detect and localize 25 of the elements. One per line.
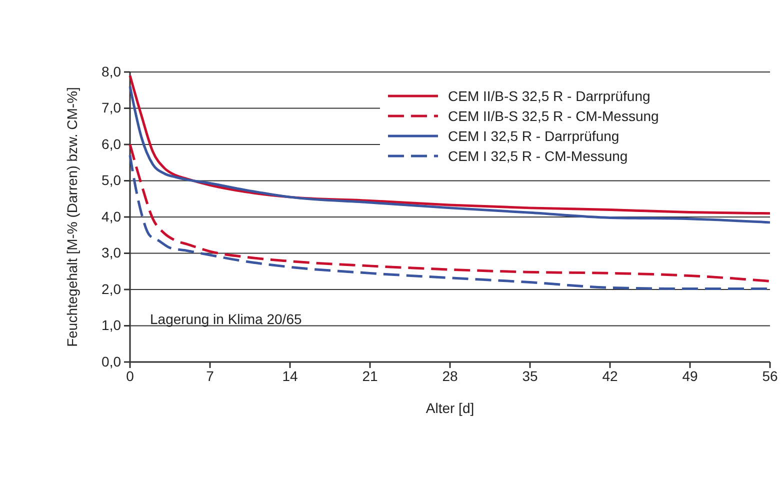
legend-label: CEM II/B-S 32,5 R - Darrprüfung [448, 88, 650, 104]
y-tick-label: 7,0 [102, 100, 122, 116]
legend-label: CEM I 32,5 R - CM-Messung [448, 148, 628, 164]
x-tick-label: 35 [522, 368, 538, 384]
x-tick-label: 21 [362, 368, 378, 384]
y-axis-title: Feuchtegehalt [M-% (Darren) bzw. CM-%] [64, 87, 80, 347]
y-tick-label: 2,0 [102, 280, 122, 297]
x-axis-title: Alter [d] [426, 400, 474, 416]
y-tick-label: 4,0 [102, 208, 122, 224]
legend-label: CEM I 32,5 R - Darrprüfung [448, 128, 620, 144]
x-tick-label: 0 [126, 368, 134, 384]
y-tick-label: 8,0 [102, 63, 122, 80]
y-tick-label: 3,0 [102, 244, 122, 261]
x-tick-label: 7 [206, 368, 214, 384]
annotation: Lagerung in Klima 20/65 [150, 311, 302, 327]
y-tick-label: 6,0 [102, 136, 122, 152]
y-tick-label: 1,0 [102, 317, 122, 334]
x-tick-label: 56 [762, 368, 778, 384]
y-tick-label: 5,0 [102, 172, 122, 188]
legend-label: CEM II/B-S 32,5 R - CM-Messung [448, 108, 659, 124]
y-tick-label: 0,0 [102, 353, 122, 370]
x-tick-label: 28 [442, 368, 458, 384]
x-tick-label: 14 [282, 368, 298, 384]
x-tick-label: 42 [602, 368, 618, 384]
x-tick-label: 49 [682, 368, 698, 384]
